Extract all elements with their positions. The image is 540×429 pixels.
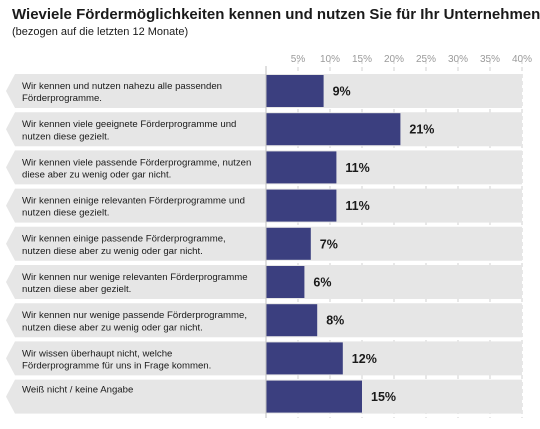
x-tick-label: 15%: [352, 54, 372, 65]
value-label: 11%: [345, 161, 369, 175]
category-label: Förderprogramme für uns in Frage kommen.: [22, 361, 211, 372]
row-band: [6, 150, 522, 185]
bar: [266, 227, 311, 260]
bar: [266, 151, 337, 184]
value-label: 6%: [313, 276, 331, 290]
chart-title: Wieviele Fördermöglichkeiten kennen und …: [12, 6, 540, 23]
category-label: nutzen diese aber gezielt.: [22, 284, 131, 295]
category-label: Wir kennen einige relevanten Förderprogr…: [22, 196, 245, 207]
category-label: Wir wissen überhaupt nicht, welche: [22, 348, 172, 359]
bar: [266, 342, 343, 375]
row-band: [6, 265, 522, 299]
category-label: Wir kennen nur wenige passende Förderpro…: [22, 310, 247, 321]
x-tick-label: 20%: [384, 54, 404, 65]
category-label: Förderprogramme.: [22, 93, 102, 104]
bar: [266, 266, 305, 298]
x-tick-label: 25%: [416, 54, 436, 65]
bar: [266, 189, 337, 222]
category-label: nutzen diese gezielt.: [22, 208, 109, 219]
category-label: Wir kennen einige passende Förderprogram…: [22, 234, 226, 245]
row-band: [6, 303, 522, 338]
row-band: [6, 226, 522, 261]
bar: [266, 380, 362, 413]
x-tick-label: 5%: [291, 54, 306, 65]
category-label: Wir kennen viele passende Förderprogramm…: [22, 157, 251, 168]
value-label: 11%: [345, 199, 369, 213]
chart-subtitle: (bezogen auf die letzten 12 Monate): [12, 26, 189, 38]
row-band: [6, 74, 522, 108]
row-band: [6, 188, 522, 223]
category-label: Weiß nicht / keine Angabe: [22, 385, 133, 396]
value-label: 12%: [352, 352, 377, 366]
value-label: 7%: [320, 237, 338, 251]
value-label: 15%: [371, 390, 396, 404]
x-tick-label: 35%: [480, 54, 500, 65]
value-label: 21%: [409, 123, 434, 137]
x-tick-label: 30%: [448, 54, 468, 65]
x-tick-label: 10%: [320, 54, 340, 65]
category-label: diese aber zu wenig oder gar nicht.: [22, 170, 171, 181]
category-label: Wir kennen viele geeignete Förderprogram…: [22, 119, 236, 130]
x-tick-label: 40%: [512, 54, 532, 65]
category-label: nutzen diese aber zu wenig oder gar nich…: [22, 322, 203, 333]
bar: [266, 75, 324, 107]
category-label: nutzen diese aber zu wenig oder gar nich…: [22, 246, 203, 257]
bar: [266, 113, 401, 146]
row-band: [6, 341, 522, 376]
category-label: Wir kennen und nutzen nahezu alle passen…: [22, 81, 222, 92]
value-label: 8%: [326, 314, 344, 328]
category-label: nutzen diese gezielt.: [22, 131, 109, 142]
row-band: [6, 379, 522, 414]
bar: [266, 304, 318, 337]
value-label: 9%: [333, 85, 351, 99]
category-label: Wir kennen nur wenige relevanten Förderp…: [22, 272, 248, 283]
